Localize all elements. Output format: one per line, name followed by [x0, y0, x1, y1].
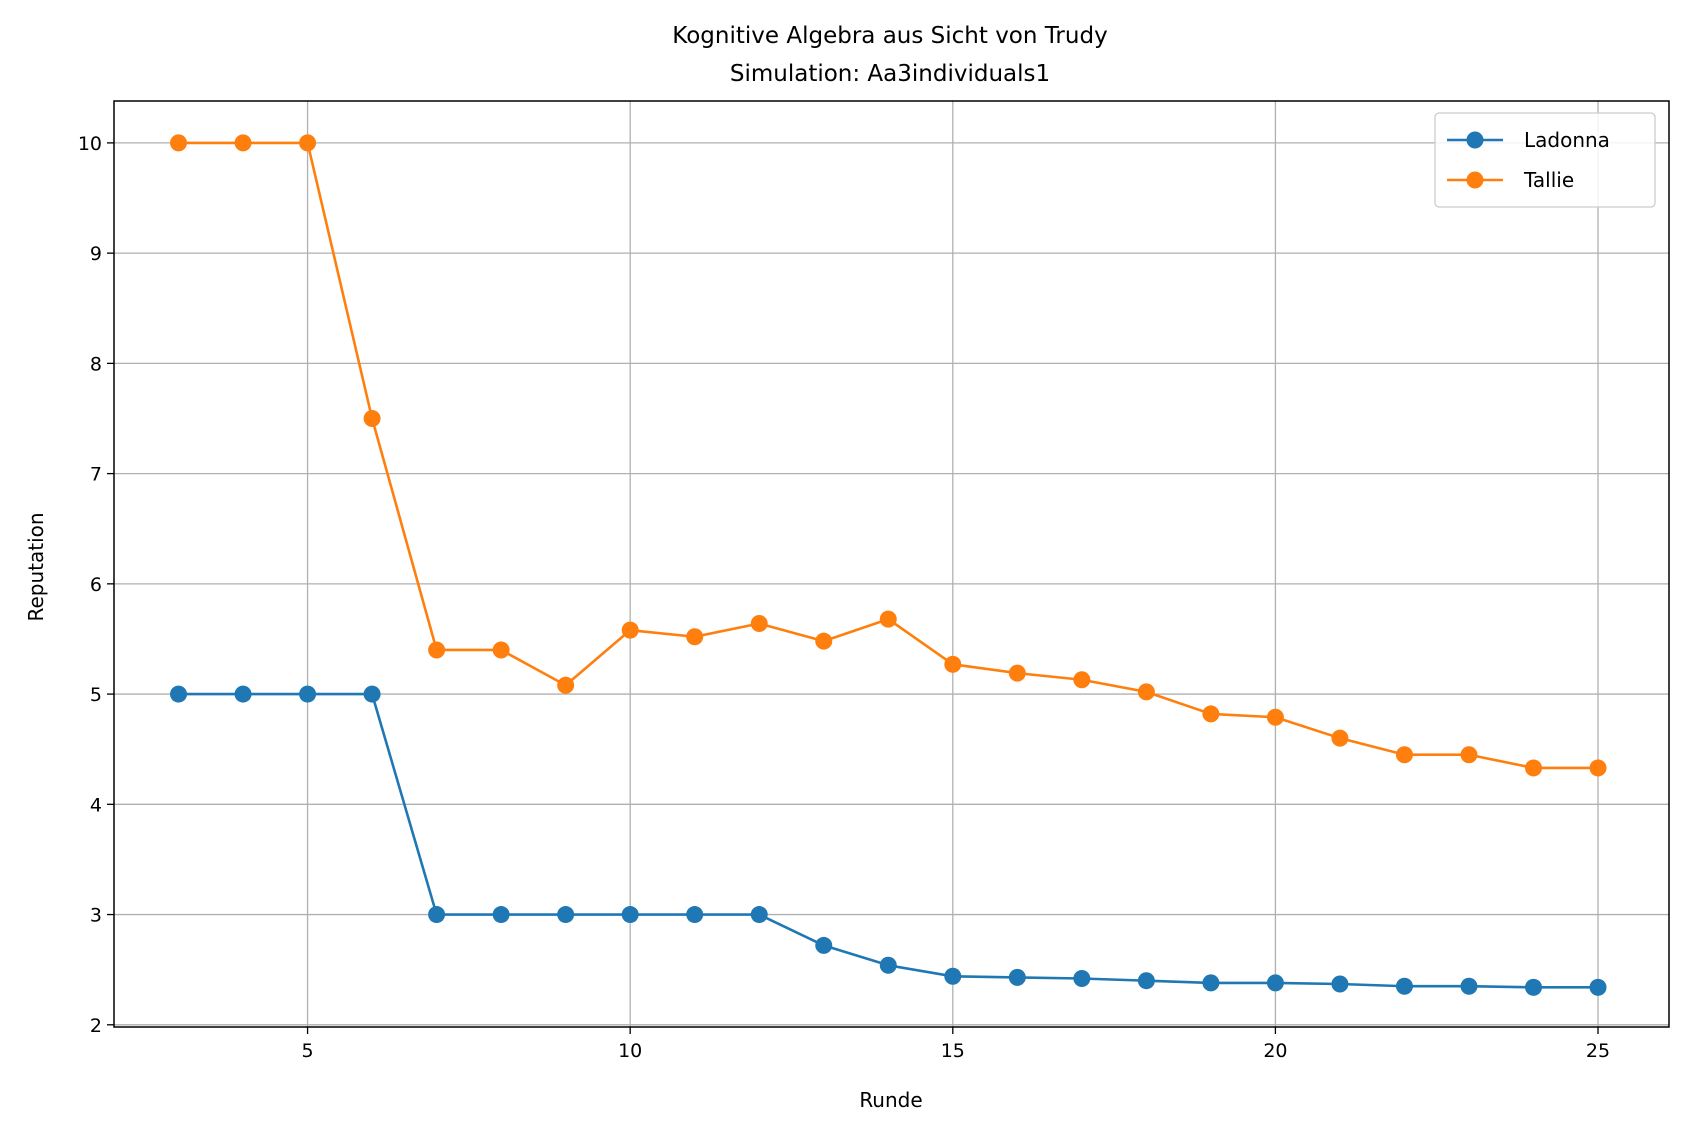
data-point	[1331, 729, 1349, 747]
data-point	[1525, 759, 1543, 777]
data-point	[879, 956, 897, 974]
data-point	[1137, 683, 1155, 701]
x-tick-label: 20	[1263, 1040, 1287, 1062]
data-point	[363, 685, 381, 703]
y-axis-label: Reputation	[24, 512, 48, 621]
legend: Ladonna Tallie	[1434, 112, 1656, 208]
data-point	[428, 906, 446, 924]
data-point	[1589, 978, 1607, 996]
chart-title: Kognitive Algebra aus Sicht von Trudy	[672, 23, 1107, 49]
data-point	[1460, 977, 1478, 995]
data-point	[944, 655, 962, 673]
data-point	[879, 610, 897, 628]
data-point	[1202, 705, 1220, 723]
grid-lines	[114, 101, 1669, 1027]
data-point	[1266, 708, 1284, 726]
x-axis-label: Runde	[859, 1088, 922, 1112]
data-point	[1331, 975, 1349, 993]
x-axis-ticks: 5 10 15 20 25	[302, 1027, 1610, 1062]
data-point	[1008, 968, 1026, 986]
x-tick-label: 15	[941, 1040, 965, 1062]
data-point	[428, 641, 446, 659]
data-point	[557, 676, 575, 694]
data-point	[234, 685, 252, 703]
data-point	[170, 134, 188, 152]
data-point	[750, 615, 768, 633]
chart-subtitle: Simulation: Aa3individuals1	[730, 61, 1050, 87]
series-layer	[170, 134, 1607, 996]
data-point	[1395, 746, 1413, 764]
data-point	[234, 134, 252, 152]
data-point	[1525, 978, 1543, 996]
y-tick-label: 6	[90, 574, 102, 596]
y-tick-label: 9	[90, 243, 102, 265]
data-point	[299, 134, 317, 152]
legend-label: Ladonna	[1524, 128, 1610, 152]
x-tick-label: 10	[618, 1040, 642, 1062]
data-point	[815, 632, 833, 650]
data-point	[621, 621, 639, 639]
data-point	[170, 685, 188, 703]
plot-frame	[113, 100, 1670, 1028]
data-point	[686, 628, 704, 646]
y-tick-label: 7	[90, 464, 102, 486]
x-tick-label: 25	[1586, 1040, 1610, 1062]
data-point	[363, 409, 381, 427]
x-tick-label: 5	[302, 1040, 314, 1062]
data-point	[1395, 977, 1413, 995]
series-ladonna	[170, 685, 1607, 996]
data-point	[1202, 974, 1220, 992]
legend-box	[1434, 112, 1656, 208]
legend-marker	[1466, 171, 1484, 189]
y-tick-label: 3	[90, 905, 102, 927]
data-point	[557, 906, 575, 924]
data-point	[1073, 671, 1091, 689]
series-tallie	[170, 134, 1607, 777]
data-point	[1137, 972, 1155, 990]
data-point	[1460, 746, 1478, 764]
data-point	[1008, 664, 1026, 682]
y-tick-label: 10	[78, 133, 102, 155]
data-point	[1266, 974, 1284, 992]
data-point	[750, 906, 768, 924]
data-point	[815, 936, 833, 954]
legend-label: Tallie	[1523, 168, 1574, 192]
data-point	[1073, 969, 1091, 987]
data-point	[492, 641, 510, 659]
data-point	[686, 906, 704, 924]
y-tick-label: 8	[90, 353, 102, 375]
data-point	[1589, 759, 1607, 777]
data-point	[621, 906, 639, 924]
legend-marker	[1466, 131, 1484, 149]
y-tick-label: 2	[90, 1015, 102, 1037]
y-tick-label: 4	[90, 794, 102, 816]
data-point	[944, 967, 962, 985]
y-tick-label: 5	[90, 684, 102, 706]
data-point	[299, 685, 317, 703]
y-axis-ticks: 2 3 4 5 6 7 8 9 10	[78, 133, 114, 1037]
data-point	[492, 906, 510, 924]
